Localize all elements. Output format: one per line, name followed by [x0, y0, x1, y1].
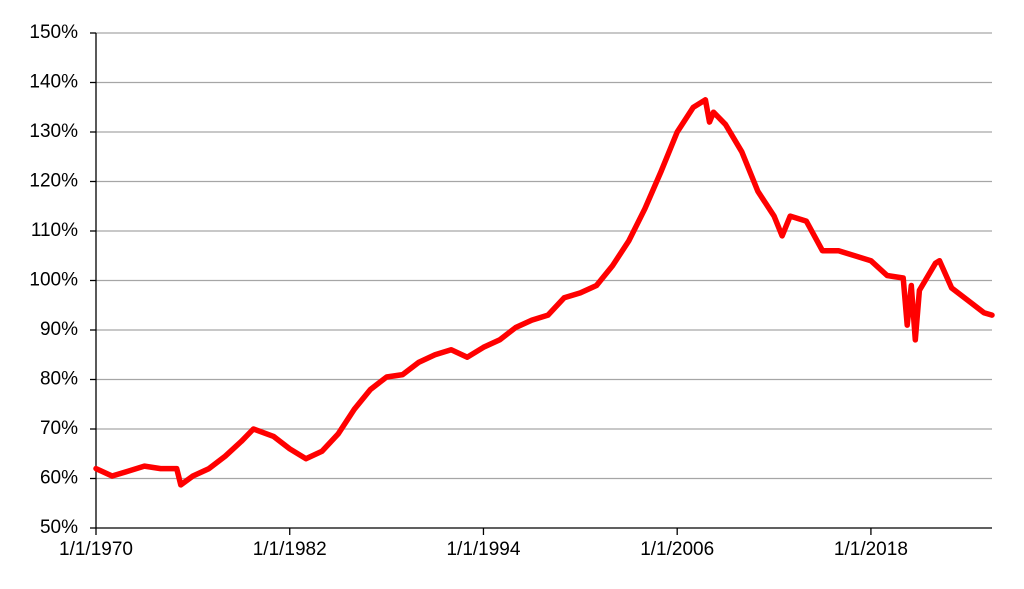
y-tick-label: 110%: [31, 220, 78, 241]
y-tick-label: 130%: [29, 121, 78, 142]
x-tick-label: 1/1/2018: [834, 539, 908, 560]
y-tick-label: 60%: [40, 468, 78, 489]
y-tick-label: 80%: [40, 369, 78, 390]
y-tick-label: 50%: [40, 517, 78, 538]
x-tick-label: 1/1/1982: [253, 539, 327, 560]
y-tick-label: 90%: [40, 319, 78, 340]
y-tick-label: 120%: [29, 171, 78, 192]
y-tick-label: 70%: [40, 418, 78, 439]
series-line: [93, 97, 995, 488]
x-tick-label: 1/1/1994: [446, 539, 520, 560]
y-tick-label: 140%: [29, 72, 78, 93]
y-tick-label: 100%: [29, 270, 78, 291]
x-tick-label: 1/1/1970: [59, 539, 133, 560]
x-tick-label: 1/1/2006: [640, 539, 714, 560]
y-tick-label: 150%: [29, 22, 78, 43]
